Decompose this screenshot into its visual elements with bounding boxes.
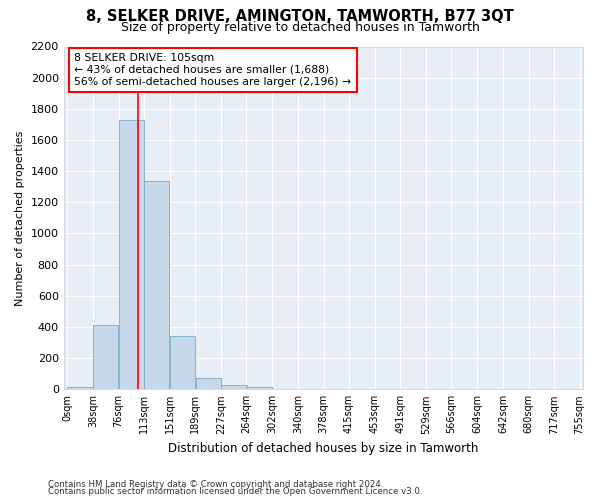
X-axis label: Distribution of detached houses by size in Tamworth: Distribution of detached houses by size … [168, 442, 479, 455]
Bar [144, 180, 169, 390]
Text: 8, SELKER DRIVE, AMINGTON, TAMWORTH, B77 3QT: 8, SELKER DRIVE, AMINGTON, TAMWORTH, B77… [86, 9, 514, 24]
Bar [221, 384, 247, 390]
Bar [196, 378, 221, 390]
Text: Size of property relative to detached houses in Tamworth: Size of property relative to detached ho… [121, 21, 479, 34]
Bar [170, 336, 195, 390]
Text: Contains public sector information licensed under the Open Government Licence v3: Contains public sector information licen… [48, 487, 422, 496]
Text: Contains HM Land Registry data © Crown copyright and database right 2024.: Contains HM Land Registry data © Crown c… [48, 480, 383, 489]
Bar [119, 120, 144, 390]
Bar [67, 387, 92, 390]
Y-axis label: Number of detached properties: Number of detached properties [15, 130, 25, 306]
Text: 8 SELKER DRIVE: 105sqm
← 43% of detached houses are smaller (1,688)
56% of semi-: 8 SELKER DRIVE: 105sqm ← 43% of detached… [74, 54, 351, 86]
Bar [93, 326, 118, 390]
Bar [247, 386, 272, 390]
